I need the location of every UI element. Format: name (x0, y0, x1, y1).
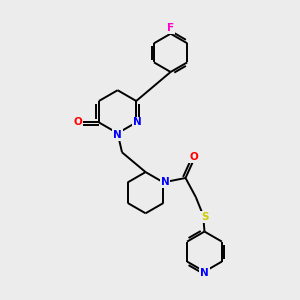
Text: O: O (189, 152, 198, 162)
Text: O: O (73, 118, 82, 128)
Text: N: N (133, 118, 142, 128)
Text: N: N (160, 177, 169, 188)
Text: N: N (200, 268, 209, 278)
Text: N: N (113, 130, 122, 140)
Text: F: F (167, 23, 174, 33)
Text: S: S (201, 212, 208, 222)
